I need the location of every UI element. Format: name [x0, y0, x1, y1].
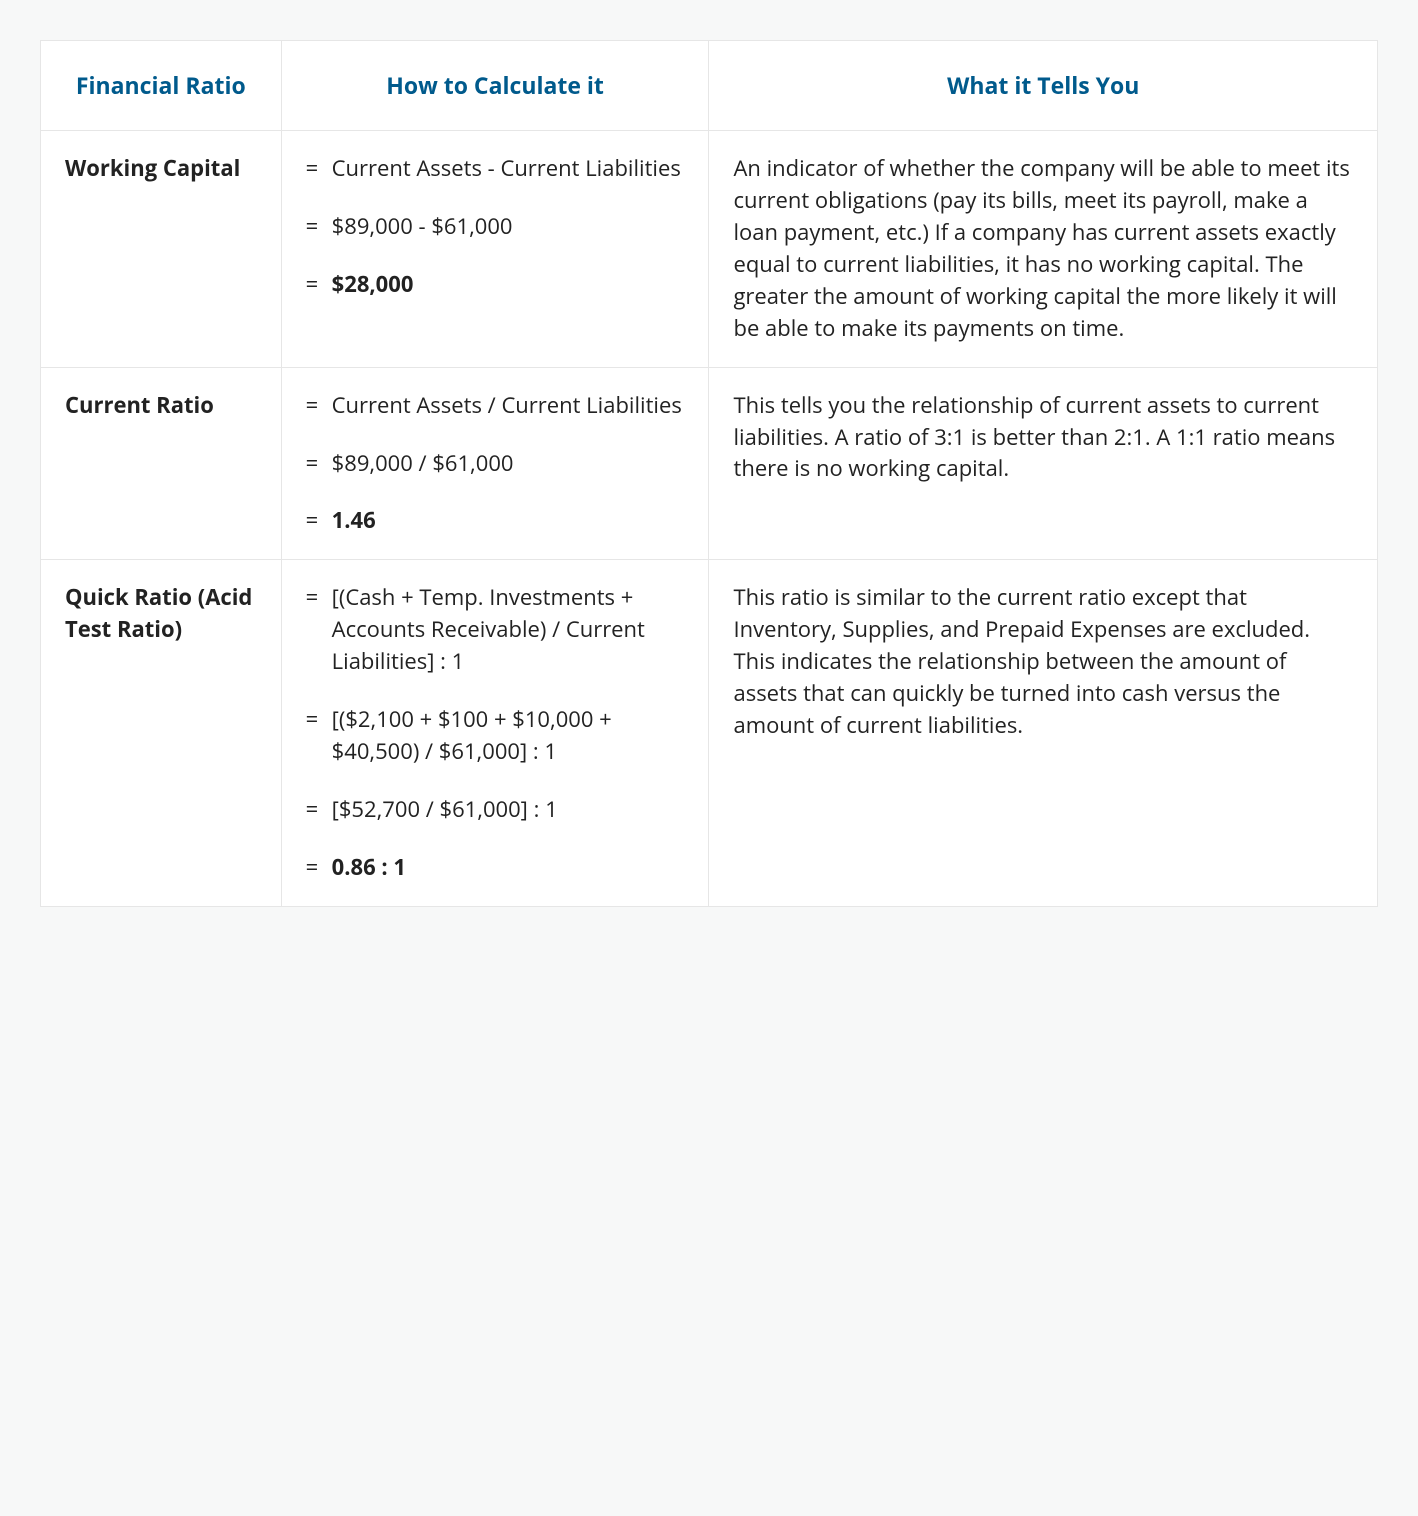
table-header-row: Financial Ratio How to Calculate it What… — [41, 41, 1378, 131]
calc-step: Current Assets / Current Liabilities — [332, 390, 685, 422]
equals-sign: = — [306, 794, 332, 826]
calc-cell: =[(Cash + Temp. Investments + Accounts R… — [281, 560, 709, 906]
calc-cell: =Current Assets / Current Liabilities=$8… — [281, 367, 709, 560]
calc-step: [(Cash + Temp. Investments + Accounts Re… — [332, 582, 685, 678]
calc-step: $89,000 - $61,000 — [332, 211, 685, 243]
calc-step: [($2,100 + $100 + $10,000 + $40,500) / $… — [332, 704, 685, 768]
col-header-calc: How to Calculate it — [281, 41, 709, 131]
col-header-desc: What it Tells You — [709, 41, 1378, 131]
desc-cell: This ratio is similar to the current rat… — [709, 560, 1378, 906]
equals-sign: = — [306, 704, 332, 768]
equals-sign: = — [306, 448, 332, 480]
equals-sign: = — [306, 269, 332, 301]
calc-step: [$52,700 / $61,000] : 1 — [332, 794, 685, 826]
calc-cell: =Current Assets - Current Liabilities=$8… — [281, 131, 709, 367]
table-row: Quick Ratio (Acid Test Ratio)=[(Cash + T… — [41, 560, 1378, 906]
table-row: Working Capital=Current Assets - Current… — [41, 131, 1378, 367]
financial-ratios-table: Financial Ratio How to Calculate it What… — [40, 40, 1378, 907]
desc-cell: An indicator of whether the company will… — [709, 131, 1378, 367]
calc-line: =Current Assets / Current Liabilities — [306, 390, 685, 422]
ratio-name-cell: Working Capital — [41, 131, 282, 367]
equals-sign: = — [306, 390, 332, 422]
calc-step: $89,000 / $61,000 — [332, 448, 685, 480]
col-header-ratio: Financial Ratio — [41, 41, 282, 131]
calc-line: =$89,000 - $61,000 — [306, 211, 685, 243]
ratio-name-cell: Quick Ratio (Acid Test Ratio) — [41, 560, 282, 906]
ratio-name: Quick Ratio (Acid Test Ratio) — [65, 582, 257, 646]
equals-sign: = — [306, 153, 332, 185]
calc-line: =0.86 : 1 — [306, 852, 685, 884]
calc-result: $28,000 — [332, 269, 685, 301]
calc-step: Current Assets - Current Liabilities — [332, 153, 685, 185]
table-row: Current Ratio=Current Assets / Current L… — [41, 367, 1378, 560]
calc-result: 1.46 — [332, 505, 685, 537]
table-body: Working Capital=Current Assets - Current… — [41, 131, 1378, 906]
ratio-name: Current Ratio — [65, 390, 257, 422]
ratio-name: Working Capital — [65, 153, 257, 185]
equals-sign: = — [306, 505, 332, 537]
calc-line: =$89,000 / $61,000 — [306, 448, 685, 480]
calc-line: =Current Assets - Current Liabilities — [306, 153, 685, 185]
equals-sign: = — [306, 582, 332, 678]
equals-sign: = — [306, 852, 332, 884]
calc-line: =[$52,700 / $61,000] : 1 — [306, 794, 685, 826]
desc-cell: This tells you the relationship of curre… — [709, 367, 1378, 560]
calc-line: =[($2,100 + $100 + $10,000 + $40,500) / … — [306, 704, 685, 768]
equals-sign: = — [306, 211, 332, 243]
calc-result: 0.86 : 1 — [332, 852, 685, 884]
calc-line: =$28,000 — [306, 269, 685, 301]
calc-line: =[(Cash + Temp. Investments + Accounts R… — [306, 582, 685, 678]
calc-line: =1.46 — [306, 505, 685, 537]
ratio-name-cell: Current Ratio — [41, 367, 282, 560]
